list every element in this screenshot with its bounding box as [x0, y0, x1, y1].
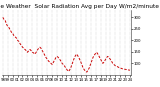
- Title: Milwaukee Weather  Solar Radiation Avg per Day W/m2/minute: Milwaukee Weather Solar Radiation Avg pe…: [0, 4, 159, 9]
